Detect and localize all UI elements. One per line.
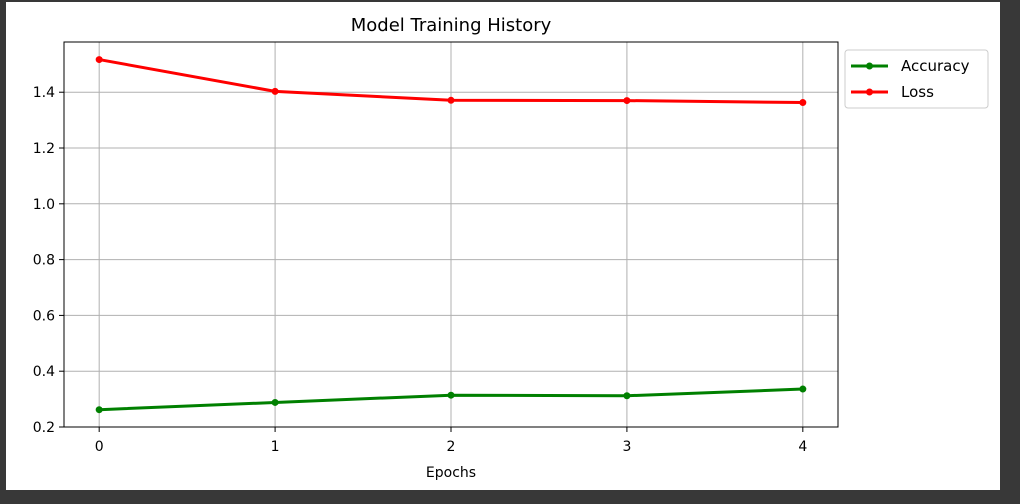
data-point-accuracy <box>799 385 807 393</box>
legend-marker-loss <box>866 88 873 96</box>
x-tick-label: 4 <box>798 439 807 455</box>
y-tick-label: 0.8 <box>33 253 55 269</box>
data-point-accuracy <box>271 398 279 406</box>
y-tick-label: 0.6 <box>33 308 55 324</box>
data-point-loss <box>95 56 103 64</box>
legend-label-accuracy: Accuracy <box>901 57 970 75</box>
y-tick-label: 0.4 <box>33 364 55 380</box>
y-tick-label: 1.4 <box>33 85 55 101</box>
data-point-loss <box>799 99 807 107</box>
y-axis-ticks: 0.2 0.4 0.6 0.8 1.0 1.2 1.4 <box>33 85 64 436</box>
legend-marker-accuracy <box>866 62 873 70</box>
x-tick-label: 2 <box>447 439 456 455</box>
data-point-loss <box>623 97 631 105</box>
x-tick-label: 3 <box>622 439 631 455</box>
legend: Accuracy Loss <box>844 49 989 109</box>
y-tick-label: 1.0 <box>33 197 55 213</box>
y-tick-label: 1.2 <box>33 141 55 157</box>
x-tick-label: 1 <box>271 439 280 455</box>
data-point-loss <box>447 96 455 104</box>
grid-lines <box>64 42 838 428</box>
x-tick-label: 0 <box>95 439 104 455</box>
legend-label-loss: Loss <box>901 83 934 101</box>
data-point-loss <box>271 87 279 95</box>
chart-title: Model Training History <box>351 15 552 36</box>
figure-background <box>6 2 1000 490</box>
data-point-accuracy <box>623 392 631 400</box>
y-tick-label: 0.2 <box>33 420 55 436</box>
x-axis-ticks: 0 1 2 3 4 <box>95 427 807 455</box>
series-lines <box>95 56 807 414</box>
data-point-accuracy <box>95 406 103 414</box>
data-point-accuracy <box>447 391 455 399</box>
x-axis-label: Epochs <box>426 465 476 481</box>
